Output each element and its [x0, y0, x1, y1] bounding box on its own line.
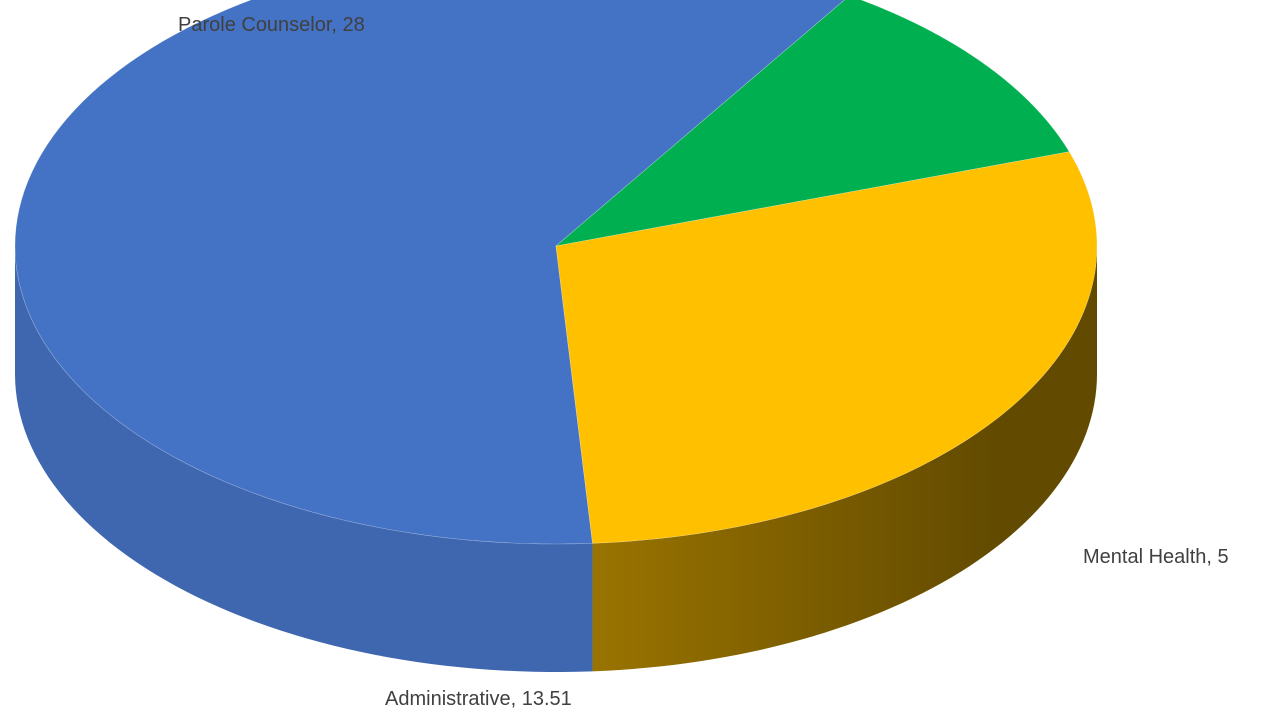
- pie-slice-administrative: [555, 151, 1098, 544]
- pie-slice-sides: [15, 246, 1097, 672]
- data-label-parole-counselor: Parole Counselor, 28: [178, 14, 365, 36]
- pie-side-parole-counselor: [15, 246, 593, 672]
- pie-slice-parole-counselor: [14, 0, 845, 545]
- data-label-mental-health: Mental Health, 5: [1083, 546, 1229, 568]
- data-labels: Parole Counselor, 28 Mental Health, 5 Ad…: [178, 14, 1229, 710]
- pie-slice-mental-health: [554, 0, 1070, 247]
- pie-slice-tops: [14, 0, 1098, 545]
- data-label-administrative: Administrative, 13.51: [385, 688, 572, 710]
- pie-side-administrative: [592, 246, 1097, 672]
